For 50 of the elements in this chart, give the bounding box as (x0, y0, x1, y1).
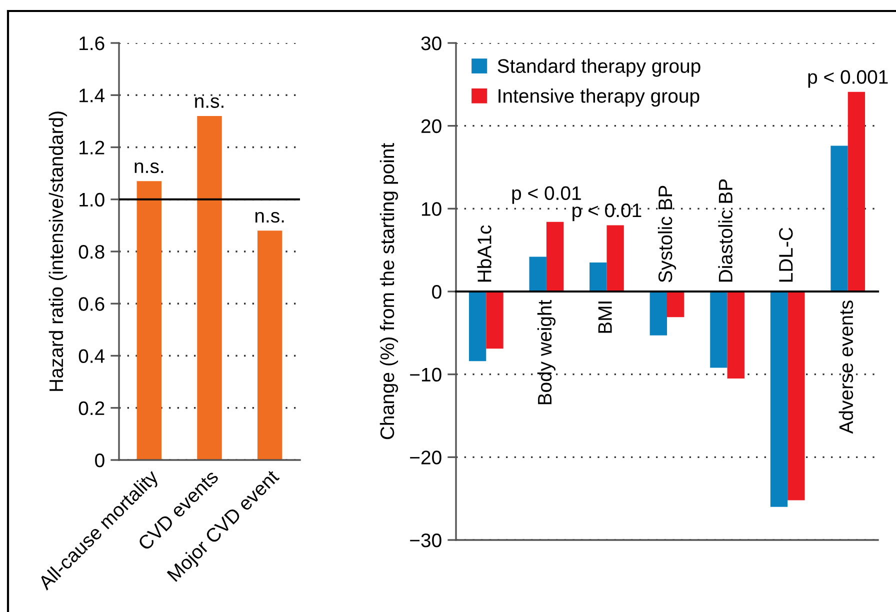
y-tick-label: 1.4 (80, 88, 105, 102)
y-tick-label: −30 (410, 533, 442, 548)
y-tick-label: 20 (421, 119, 442, 134)
y-tick-label: 0.8 (78, 244, 104, 259)
annotation: p < 0.001 (808, 70, 888, 88)
bar (468, 292, 486, 362)
x-tick-label: LDL-C (779, 228, 793, 282)
x-tick-label: Diastolic BP (718, 179, 733, 282)
bar (257, 230, 282, 460)
y-tick-label: 30 (421, 36, 442, 50)
annotation: n.s. (195, 97, 224, 108)
bar (136, 181, 162, 460)
bar (830, 146, 848, 292)
y-tick-label: 0.4 (78, 349, 105, 363)
annotation: p < 0.01 (572, 203, 642, 222)
legend-label: Standard therapy group (498, 58, 700, 77)
bar (486, 292, 504, 349)
y-tick-label: 0.2 (78, 401, 104, 416)
bar (770, 292, 788, 507)
y-tick-label: 1.0 (80, 192, 104, 207)
bar (848, 92, 866, 292)
y-tick-label: 1.6 (80, 36, 104, 50)
annotation: p < 0.01 (512, 186, 581, 204)
bar (197, 116, 222, 460)
y-tick-label: 0.6 (78, 297, 104, 311)
y-axis-title: Hazard ratio (intensive/standard) (48, 112, 67, 391)
bar (667, 292, 684, 318)
annotation: n.s. (255, 212, 284, 223)
x-tick-label: Body weight (537, 300, 556, 404)
bar (650, 292, 667, 336)
x-tick-label: Systolic BP (658, 186, 676, 282)
x-tick-label: HbA1c (477, 225, 492, 282)
y-tick-label: −10 (410, 368, 442, 382)
y-tick-label: 10 (422, 202, 442, 216)
bar (727, 292, 744, 378)
bar (529, 256, 546, 292)
bar (606, 225, 624, 292)
y-tick-label: 1.2 (80, 140, 104, 154)
bar (710, 292, 728, 368)
legend-label: Intensive therapy group (498, 88, 700, 107)
annotation: n.s. (134, 162, 164, 174)
y-axis-title: Change (%) from the starting point (380, 143, 398, 440)
bar (590, 262, 607, 292)
y-tick-label: 0 (95, 453, 104, 468)
x-tick-label: BMI (598, 302, 612, 333)
bar (546, 222, 564, 292)
x-tick-label: Adverse events (838, 300, 854, 434)
bar (788, 292, 805, 500)
y-tick-label: 0 (432, 284, 442, 299)
y-tick-label: −20 (410, 450, 442, 464)
